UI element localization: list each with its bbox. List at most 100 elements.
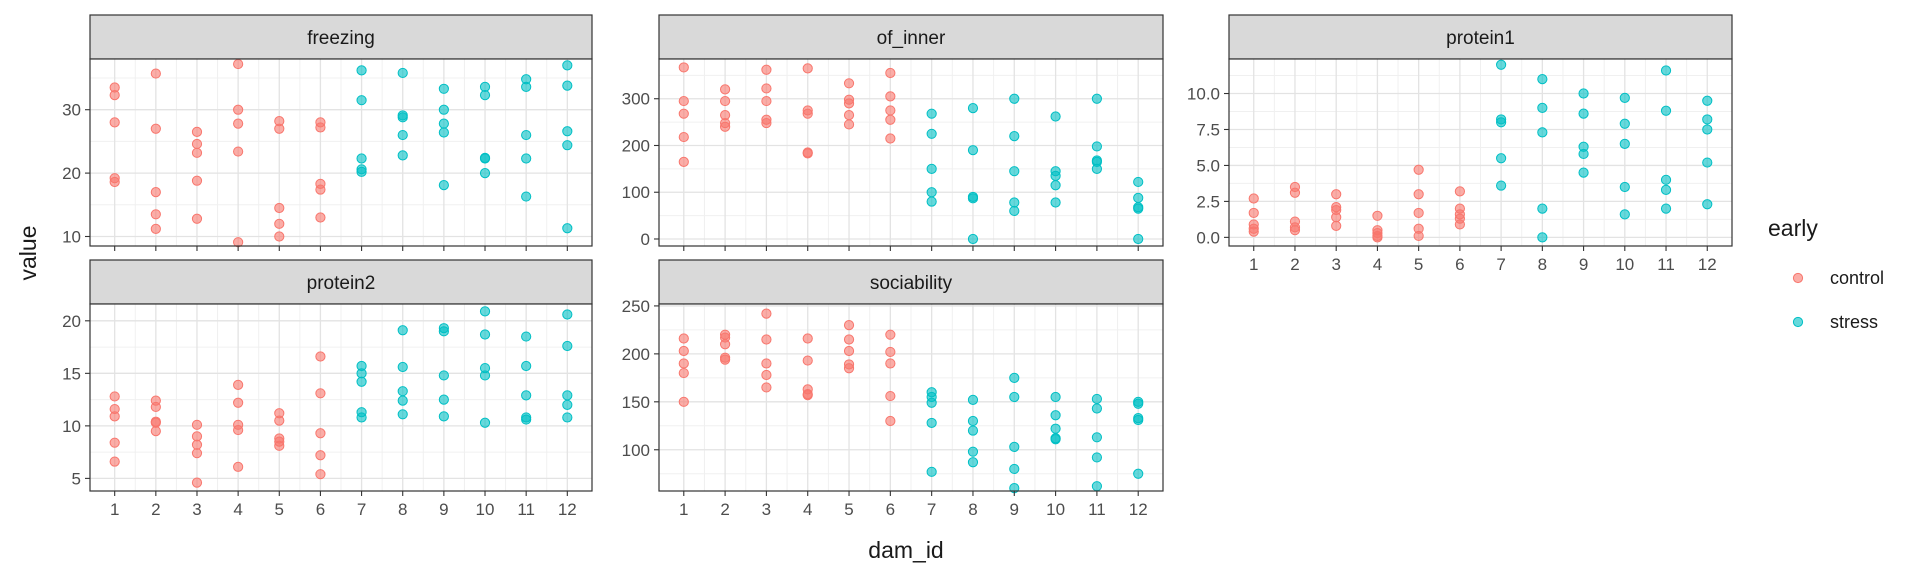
x-tick-label: 11 <box>517 500 535 519</box>
point-stress <box>967 394 979 405</box>
point-stress <box>397 325 408 336</box>
point-stress <box>479 417 491 428</box>
point-stress <box>967 233 979 245</box>
point-stress <box>1702 124 1713 135</box>
point-stress <box>1537 102 1548 114</box>
point-stress <box>1091 432 1103 443</box>
point-control <box>885 67 896 79</box>
point-stress <box>397 386 408 397</box>
point-control <box>678 333 689 344</box>
point-control <box>802 390 813 401</box>
x-tick-label: 2 <box>151 500 160 519</box>
point-control <box>719 95 731 107</box>
point-stress <box>1009 197 1020 208</box>
x-tick-label: 2 <box>720 500 729 519</box>
point-stress <box>521 360 532 372</box>
point-control <box>1454 186 1465 197</box>
point-control <box>233 424 244 436</box>
point-control <box>109 391 120 402</box>
point-control <box>274 231 285 242</box>
y-tick-label: 5.0 <box>1196 156 1220 175</box>
point-control <box>1331 212 1342 223</box>
point-control <box>150 426 161 437</box>
point-control <box>1248 193 1259 204</box>
point-control <box>191 175 203 186</box>
point-stress <box>1091 452 1103 463</box>
point-stress <box>1050 391 1061 403</box>
point-stress <box>1133 398 1144 409</box>
point-stress <box>438 180 449 191</box>
point-stress <box>438 127 449 138</box>
point-stress <box>967 145 979 156</box>
point-stress <box>1133 192 1144 203</box>
x-axis-title: dam_id <box>868 537 943 563</box>
point-control <box>274 123 285 134</box>
point-stress <box>438 326 449 337</box>
point-stress <box>1660 105 1672 116</box>
point-stress <box>397 409 408 420</box>
point-stress <box>521 81 532 92</box>
point-stress <box>1702 95 1713 106</box>
point-control <box>843 119 855 130</box>
x-tick-label: 11 <box>1088 500 1106 519</box>
point-stress <box>1619 92 1630 103</box>
point-control <box>191 439 203 450</box>
point-control <box>761 358 772 369</box>
point-stress <box>1009 205 1020 217</box>
y-tick-label: 15 <box>62 364 81 383</box>
point-stress <box>1660 203 1672 214</box>
point-control <box>315 351 326 362</box>
point-control <box>1372 210 1383 221</box>
point-stress <box>438 394 449 405</box>
y-tick-label: 200 <box>622 345 650 364</box>
point-stress <box>1133 176 1144 188</box>
point-control <box>191 431 203 442</box>
x-tick-label: 12 <box>1129 500 1148 519</box>
point-control <box>233 58 244 70</box>
point-control <box>274 440 285 451</box>
panel-border-sociability <box>658 303 1164 492</box>
point-control <box>885 114 896 125</box>
legend-key-control <box>1792 272 1804 284</box>
point-stress <box>1496 59 1507 70</box>
point-control <box>150 223 161 234</box>
y-tick-label: 10 <box>62 417 81 436</box>
point-control <box>109 117 120 128</box>
point-stress <box>1619 181 1630 193</box>
point-stress <box>1091 403 1103 414</box>
point-stress <box>356 153 367 164</box>
point-control <box>315 428 326 439</box>
point-stress <box>1009 372 1020 383</box>
y-tick-label: 0 <box>641 230 650 249</box>
facet-title-protein2: protein2 <box>307 273 376 294</box>
point-control <box>1413 164 1424 175</box>
x-tick-label: 9 <box>1579 255 1588 274</box>
point-stress <box>1091 163 1103 174</box>
point-stress <box>967 457 979 468</box>
x-tick-label: 1 <box>1249 255 1258 274</box>
x-tick-label: 10 <box>1615 255 1634 274</box>
point-control <box>761 83 772 94</box>
point-control <box>109 437 120 448</box>
point-stress <box>479 370 491 381</box>
x-tick-label: 5 <box>1414 255 1423 274</box>
point-control <box>678 95 689 107</box>
point-stress <box>397 150 408 161</box>
point-control <box>1413 189 1424 200</box>
point-control <box>678 345 689 357</box>
y-tick-label: 150 <box>622 393 650 412</box>
point-control <box>191 419 203 430</box>
x-tick-label: 6 <box>316 500 325 519</box>
y-tick-label: 0.0 <box>1196 228 1220 247</box>
point-control <box>1248 207 1259 219</box>
point-stress <box>1091 393 1103 405</box>
point-stress <box>1050 111 1061 122</box>
y-tick-label: 30 <box>62 101 81 120</box>
point-stress <box>562 399 573 410</box>
point-stress <box>521 331 532 342</box>
point-stress <box>356 95 367 106</box>
y-tick-label: 100 <box>622 183 650 202</box>
point-stress <box>1537 232 1548 243</box>
point-control <box>233 118 244 129</box>
point-stress <box>1133 468 1144 479</box>
